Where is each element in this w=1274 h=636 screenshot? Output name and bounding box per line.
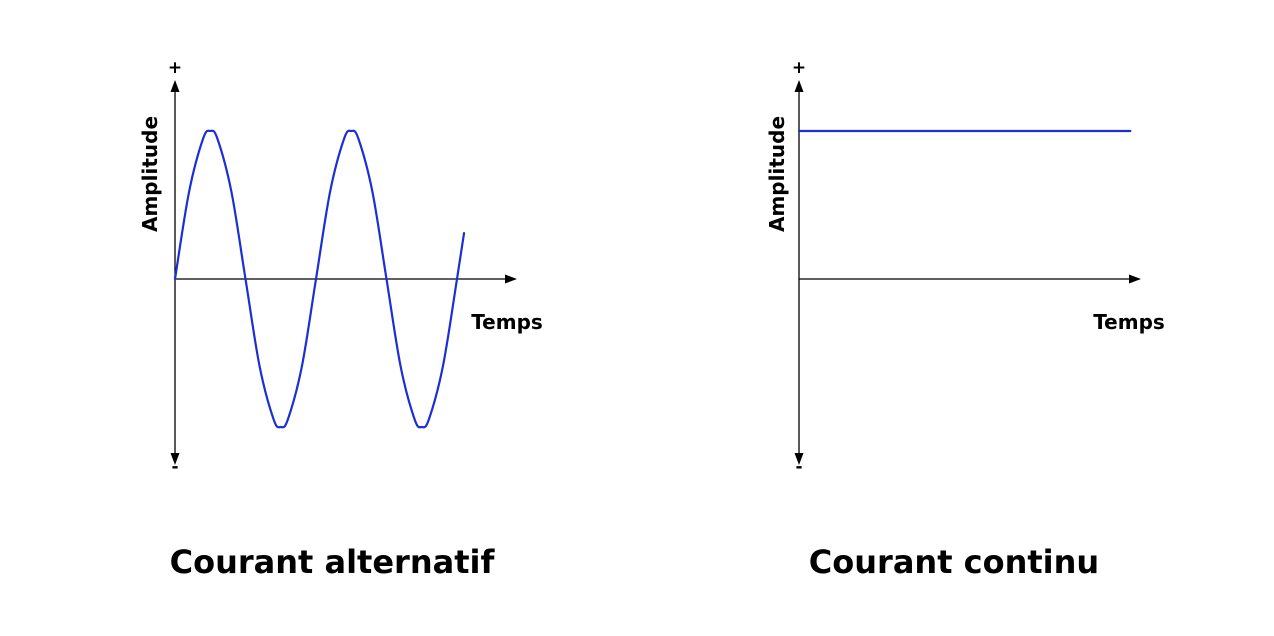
y-axis-label: Amplitude bbox=[765, 116, 789, 232]
y-axis-label: Amplitude bbox=[138, 116, 162, 232]
x-axis-label: Temps bbox=[471, 310, 543, 334]
chart-title: Courant continu bbox=[809, 543, 1099, 581]
y-axis-arrow-up bbox=[794, 80, 804, 92]
y-axis-arrow-down bbox=[170, 453, 180, 465]
series-line-ac bbox=[173, 129, 466, 429]
y-axis-arrow-down bbox=[794, 453, 804, 465]
x-axis-arrow bbox=[505, 274, 517, 284]
y-axis-arrow-up bbox=[170, 80, 180, 92]
chart-alternating-current: + - Amplitude Temps Courant alternatif bbox=[138, 58, 543, 581]
y-max-label: + bbox=[792, 58, 806, 78]
chart-direct-current: + - Amplitude Temps Courant continu bbox=[765, 58, 1165, 581]
y-min-label: - bbox=[795, 457, 802, 477]
x-axis-label: Temps bbox=[1093, 310, 1165, 334]
x-axis-arrow bbox=[1129, 274, 1141, 284]
y-min-label: - bbox=[171, 457, 178, 477]
y-max-label: + bbox=[168, 58, 182, 78]
chart-title: Courant alternatif bbox=[170, 543, 496, 581]
